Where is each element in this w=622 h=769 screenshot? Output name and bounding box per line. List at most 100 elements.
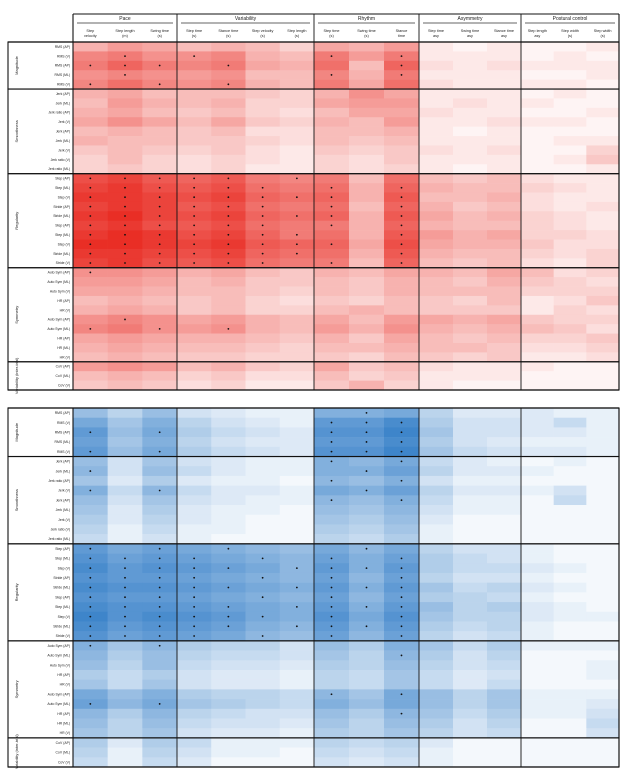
significance-marker xyxy=(261,596,264,599)
heatmap-cell xyxy=(384,333,420,344)
column-label: Step length xyxy=(528,29,547,33)
heatmap-cell xyxy=(245,466,281,477)
column-label: Swing time xyxy=(150,29,169,33)
heatmap-cell xyxy=(73,277,108,287)
domain-label: Asymmetry xyxy=(458,16,484,22)
heatmap-cell xyxy=(521,757,554,768)
heatmap-cell xyxy=(142,660,178,671)
heatmap-cell xyxy=(384,361,420,372)
heatmap-cell xyxy=(487,708,522,719)
heatmap-cell xyxy=(73,437,108,448)
heatmap-cell xyxy=(453,89,488,99)
significance-marker xyxy=(89,586,92,589)
heatmap-cell xyxy=(245,621,281,632)
heatmap-cell xyxy=(521,679,554,690)
heatmap-cell xyxy=(553,79,587,90)
heatmap-cell xyxy=(487,543,522,554)
heatmap-cell xyxy=(314,640,350,651)
heatmap-cell xyxy=(521,534,554,545)
significance-marker xyxy=(400,567,403,569)
heatmap-cell xyxy=(245,173,281,184)
heatmap-cell xyxy=(419,277,454,287)
significance-marker xyxy=(89,64,92,67)
significance-marker xyxy=(330,55,333,58)
heatmap-cell xyxy=(384,164,420,174)
significance-marker xyxy=(89,450,92,453)
row-label: Step (AP) xyxy=(55,595,70,599)
heatmap-cell xyxy=(349,98,385,109)
heatmap-cell xyxy=(487,164,522,174)
heatmap-cell xyxy=(453,324,488,334)
heatmap-cell xyxy=(177,380,212,391)
heatmap-cell xyxy=(279,660,315,671)
heatmap-cell xyxy=(211,286,246,297)
heatmap-cell xyxy=(419,258,454,269)
heatmap-cell xyxy=(487,314,522,325)
heatmap-cell xyxy=(487,361,522,372)
heatmap-cell xyxy=(384,466,420,477)
heatmap-cell xyxy=(586,333,620,344)
row-label: CoV (V) xyxy=(58,383,70,387)
heatmap-cell xyxy=(314,314,350,325)
heatmap-cell xyxy=(453,563,488,574)
heatmap-cell xyxy=(73,495,108,506)
heatmap-cell xyxy=(245,117,281,127)
row-group-label: Magnitude xyxy=(14,55,19,74)
heatmap-cell xyxy=(419,495,454,506)
heatmap-cell xyxy=(586,107,620,118)
heatmap-cell xyxy=(521,295,554,306)
heatmap-cell xyxy=(553,602,587,613)
heatmap-cell xyxy=(553,314,587,325)
heatmap-cell xyxy=(211,42,246,52)
heatmap-cell xyxy=(211,718,246,729)
heatmap-cell xyxy=(419,485,454,496)
heatmap-cell xyxy=(453,699,488,710)
heatmap-cell xyxy=(586,230,620,240)
heatmap-cell xyxy=(586,446,620,457)
heatmap-cell xyxy=(211,380,246,391)
heatmap-cell xyxy=(384,728,420,739)
heatmap-cell xyxy=(384,660,420,671)
significance-marker xyxy=(227,567,230,569)
heatmap-cell xyxy=(453,107,488,118)
heatmap-cell xyxy=(419,592,454,603)
heatmap-cell xyxy=(177,314,212,325)
heatmap-cell xyxy=(419,718,454,729)
heatmap-cell xyxy=(142,314,178,325)
heatmap-cell xyxy=(384,136,420,146)
significance-marker xyxy=(89,233,92,236)
heatmap-cell xyxy=(177,145,212,156)
heatmap-cell xyxy=(453,437,488,448)
significance-marker xyxy=(89,606,92,608)
heatmap-cell xyxy=(245,371,281,381)
heatmap-cell xyxy=(384,267,420,278)
heatmap-cell xyxy=(487,220,522,231)
heatmap-cell xyxy=(453,201,488,212)
significance-marker xyxy=(400,233,403,236)
heatmap-cell xyxy=(142,466,178,477)
heatmap-cell xyxy=(419,60,454,71)
heatmap-cell xyxy=(349,660,385,671)
heatmap-cell xyxy=(453,79,488,90)
significance-marker xyxy=(365,606,368,608)
column-label: Step width xyxy=(594,29,612,33)
heatmap-cell xyxy=(586,314,620,325)
heatmap-cell xyxy=(453,183,488,193)
heatmap-cell xyxy=(553,164,587,174)
row-label: Jerk (V) xyxy=(58,518,70,522)
heatmap-cell xyxy=(245,660,281,671)
heatmap-cell xyxy=(384,718,420,729)
heatmap-cell xyxy=(384,699,420,710)
heatmap-cell xyxy=(142,380,178,391)
significance-marker xyxy=(89,703,92,705)
heatmap-cell xyxy=(107,534,143,545)
heatmap-cell xyxy=(586,553,620,564)
row-label: HR (V) xyxy=(60,731,70,735)
heatmap-cell xyxy=(73,154,108,165)
heatmap-cell xyxy=(553,98,587,109)
heatmap-cell xyxy=(553,737,587,748)
heatmap-cell xyxy=(521,446,554,457)
heatmap-cell xyxy=(279,747,315,758)
heatmap-cell xyxy=(453,60,488,71)
significance-marker xyxy=(89,186,92,189)
